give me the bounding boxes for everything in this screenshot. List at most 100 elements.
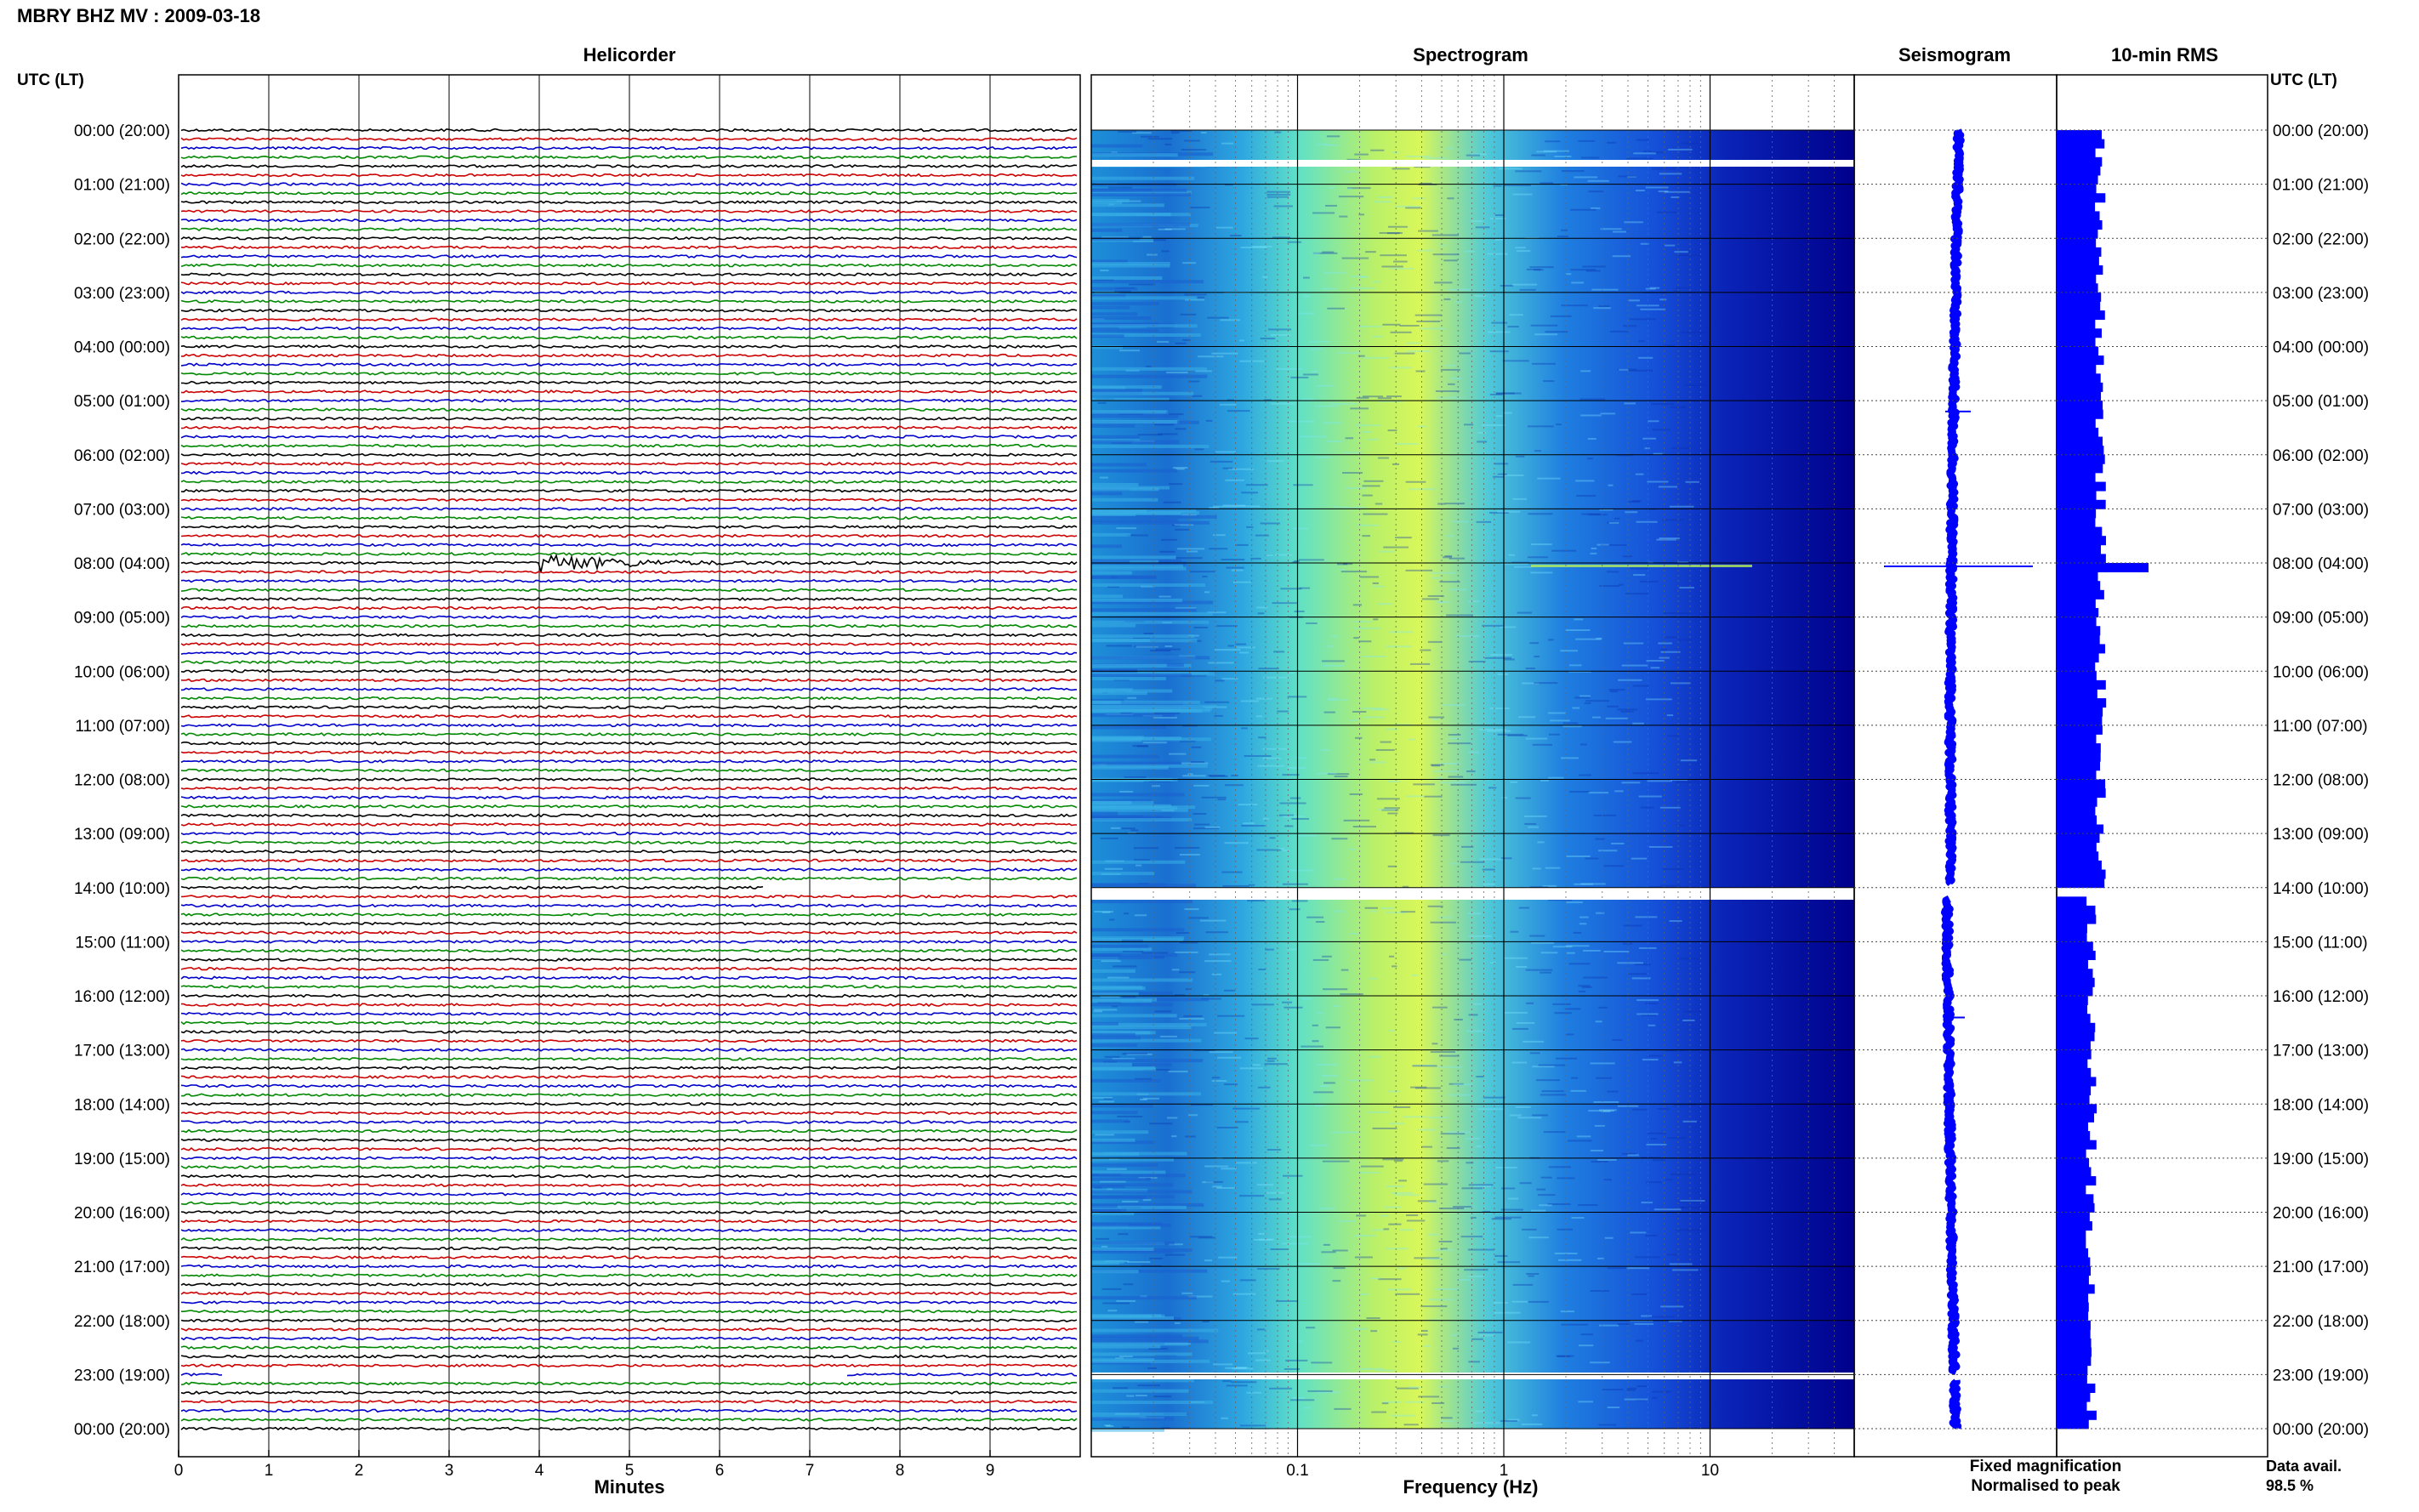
- spectrogram-noise: [1387, 225, 1408, 228]
- spectrogram-noise: [1193, 784, 1210, 787]
- spectrogram-noise: [1182, 775, 1206, 777]
- spectrogram-lowfreq: [1091, 201, 1123, 205]
- spectrogram-noise: [1287, 767, 1306, 770]
- spectrogram-noise: [1168, 1071, 1188, 1073]
- spectrogram-noise: [1568, 664, 1582, 667]
- spectrogram-lowfreq: [1091, 1195, 1175, 1199]
- spectrogram-noise: [1330, 402, 1357, 405]
- spectrogram-noise: [1483, 883, 1495, 885]
- spectrogram-noise: [1201, 998, 1221, 1000]
- spectrogram-noise: [1402, 885, 1409, 888]
- rms-bar: [2057, 1221, 2092, 1231]
- spectrogram-noise: [1488, 511, 1509, 514]
- spectrogram-noise: [1419, 327, 1445, 330]
- spectrogram-noise: [1327, 698, 1348, 701]
- spectrogram-noise: [1161, 250, 1170, 253]
- spectrogram-noise: [1589, 1361, 1610, 1364]
- spectrogram-noise: [1529, 1052, 1540, 1054]
- spectrogram-event: [1531, 565, 1752, 567]
- spectrogram-noise: [1387, 812, 1398, 815]
- spectrogram-noise: [1256, 1184, 1274, 1186]
- spectrogram-noise: [1566, 855, 1591, 857]
- rms-bar: [2057, 1149, 2086, 1159]
- rms-bar: [2057, 319, 2096, 329]
- helicorder-trace: [180, 723, 1078, 728]
- rms-bar: [2057, 265, 2103, 276]
- spectrogram-noise: [1580, 414, 1602, 417]
- spectrogram-noise: [1488, 787, 1497, 789]
- spectrogram-noise: [1262, 747, 1287, 750]
- spectrogram-noise: [1491, 321, 1508, 324]
- spectrogram-noise: [1517, 1117, 1542, 1119]
- spectrogram-noise: [1357, 524, 1380, 526]
- spectrogram-noise: [1626, 1387, 1637, 1390]
- spectrogram-lowfreq: [1091, 1417, 1175, 1421]
- spectrogram-noise: [1266, 1057, 1277, 1060]
- spectrogram-noise: [1502, 412, 1512, 414]
- spectrogram-noise: [1648, 1316, 1675, 1318]
- spectrogram-lowfreq: [1091, 998, 1153, 1003]
- spectrogram-lowfreq: [1091, 440, 1179, 444]
- spectrogram-noise: [1482, 1210, 1491, 1213]
- spectrogram-noise: [1134, 859, 1150, 861]
- helicorder-trace: [180, 940, 1078, 944]
- spectrogram-noise: [1510, 781, 1518, 783]
- spectrogram-noise: [1442, 556, 1452, 559]
- hour-label-right: 05:00 (01:00): [2273, 393, 2369, 411]
- spectrogram-noise: [1603, 1179, 1612, 1181]
- spectrogram-noise: [1658, 642, 1672, 645]
- spectrogram-noise: [1515, 170, 1542, 173]
- spectrogram-noise: [1465, 1137, 1480, 1140]
- spectrogram-noise: [1193, 626, 1208, 628]
- spectrogram-noise: [1572, 707, 1580, 709]
- spectrogram-noise: [1514, 566, 1532, 568]
- rms-bar: [2057, 364, 2097, 374]
- spectrogram-noise: [1405, 480, 1426, 483]
- helicorder-trace: [180, 443, 1078, 448]
- spectrogram-noise: [1676, 781, 1699, 783]
- spectrogram-noise: [1362, 494, 1373, 497]
- helicorder-trace: [180, 1038, 1078, 1043]
- rms-bar: [2057, 716, 2103, 726]
- helicorder-trace: [180, 1011, 1078, 1016]
- spectrogram-noise: [1205, 419, 1213, 422]
- rms-bar: [2057, 184, 2097, 194]
- spectrogram-noise: [1418, 230, 1438, 232]
- spectrogram-noise: [1418, 1395, 1440, 1398]
- spectrogram-noise: [1362, 356, 1389, 359]
- hour-label-right: 15:00 (11:00): [2273, 934, 2368, 952]
- spectrogram-lowfreq: [1091, 953, 1178, 958]
- spectrogram-noise: [1431, 1043, 1438, 1045]
- spectrogram-noise: [1489, 707, 1510, 709]
- spectrogram-noise: [1363, 480, 1384, 482]
- spectrogram-noise: [1236, 646, 1255, 649]
- spectrogram-noise: [1371, 585, 1386, 588]
- spectrogram-noise: [1362, 485, 1380, 487]
- spectrogram-noise: [1100, 995, 1120, 998]
- spectrogram-noise: [1600, 412, 1616, 415]
- spectrogram-lowfreq: [1091, 1378, 1194, 1383]
- spectrogram-noise: [1346, 187, 1371, 190]
- spectrogram-noise: [1609, 691, 1619, 693]
- spectrogram-noise: [1468, 935, 1492, 937]
- spectrogram-noise: [1561, 1323, 1589, 1326]
- spectrogram-noise: [1227, 399, 1234, 401]
- spectrogram-noise: [1430, 764, 1444, 766]
- spectrogram-noise: [1303, 276, 1310, 279]
- spectrogram-noise: [1146, 366, 1152, 368]
- spectrogram-noise: [1674, 1104, 1699, 1106]
- spectrogram-noise: [1332, 1280, 1341, 1282]
- rms-bar: [2057, 156, 2103, 167]
- rms-bar: [2057, 743, 2101, 753]
- spectrogram-lowfreq: [1091, 144, 1143, 148]
- spectrogram-noise: [1092, 1096, 1113, 1099]
- spectrogram-noise: [1498, 168, 1523, 170]
- helicorder-trace: [180, 849, 1078, 854]
- spectrogram-noise: [1445, 364, 1455, 367]
- spectrogram-noise: [1309, 1144, 1329, 1146]
- spectrogram-noise: [1558, 1259, 1582, 1261]
- rms-bar: [2057, 148, 2096, 158]
- helicorder-trace: [180, 605, 1078, 611]
- rms-bar: [2057, 1167, 2092, 1177]
- spectrogram-panel: [1090, 74, 1855, 1458]
